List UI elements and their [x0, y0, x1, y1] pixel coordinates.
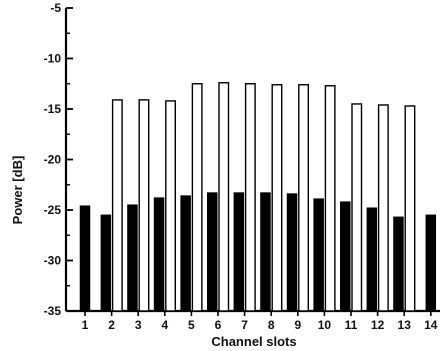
x-tick-label: 4	[161, 318, 168, 332]
bar-white-13	[404, 105, 416, 312]
bar-black-2	[100, 214, 112, 312]
bars	[79, 82, 437, 312]
bar-white-5	[191, 83, 203, 312]
y-tick-label: -35	[44, 304, 62, 318]
bar-black-10	[313, 198, 324, 312]
bar-white-12	[377, 104, 389, 312]
bar-white-7	[244, 83, 256, 312]
bar-black-3	[127, 204, 138, 312]
ticks: -5-10-15-20-25-30-351 2 3 4 5 6 7 8 9 10 11 12 13 14	[44, 1, 438, 332]
x-tick-label: 2	[108, 318, 115, 332]
bar-white-6	[218, 82, 230, 312]
bar-white-4	[165, 100, 177, 312]
x-tick-label: 11	[345, 318, 358, 332]
bar-black-14	[425, 214, 437, 312]
x-tick-label: 6	[215, 318, 222, 332]
y-tick-label: -10	[44, 52, 62, 66]
y-tick-label: -20	[44, 153, 62, 167]
bar-black-11	[340, 201, 351, 312]
y-tick-label: -15	[44, 102, 62, 116]
bar-black-9	[286, 193, 298, 312]
bar-black-12	[366, 207, 378, 312]
x-tick-label: 14	[424, 318, 438, 332]
bar-black-5	[180, 195, 191, 312]
bar-white-2	[111, 99, 123, 312]
x-tick-label: 7	[241, 318, 248, 332]
y-tick-label: -30	[44, 254, 62, 268]
y-tick-label: -5	[50, 1, 61, 15]
bar-black-7	[233, 192, 245, 312]
bar-black-1	[79, 205, 91, 312]
bar-black-8	[260, 192, 271, 312]
bar-white-3	[138, 99, 150, 312]
x-tick-label: 1	[82, 318, 89, 332]
x-tick-label: 10	[318, 318, 332, 332]
bar-black-6	[207, 192, 218, 312]
x-axis-label: Channel slots	[211, 334, 296, 349]
bar-black-13	[393, 216, 404, 312]
bar-white-8	[271, 84, 283, 312]
y-axis-label: Power [dB]	[10, 156, 25, 225]
bar-black-4	[153, 197, 165, 312]
bar-white-11	[351, 103, 363, 312]
bar-white-9	[298, 84, 309, 312]
x-tick-label: 3	[135, 318, 142, 332]
y-tick-label: -25	[44, 203, 62, 217]
x-tick-label: 5	[188, 318, 195, 332]
x-tick-label: 9	[294, 318, 301, 332]
bar-white-10	[324, 85, 336, 312]
x-tick-label: 13	[398, 318, 412, 332]
x-tick-label: 12	[371, 318, 385, 332]
x-tick-label: 8	[268, 318, 275, 332]
